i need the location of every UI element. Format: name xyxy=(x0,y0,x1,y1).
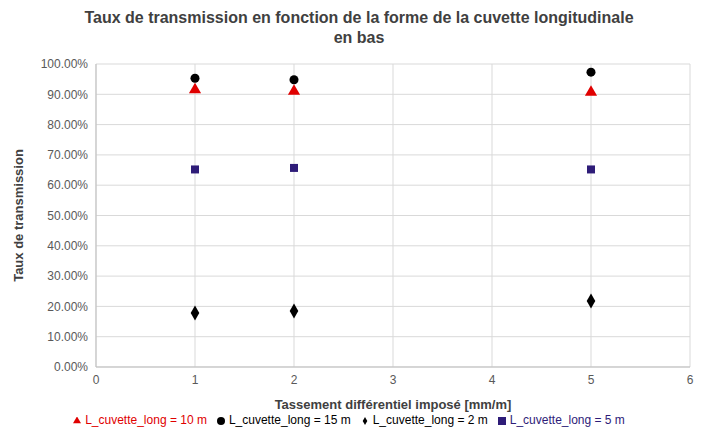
html-text:Taux de transmission en foncti: Taux de transmission en fonction de la f… xyxy=(84,9,634,46)
svg-text:0: 0 xyxy=(93,373,100,387)
svg-text:30.00%: 30.00% xyxy=(47,269,88,283)
svg-text:50.00%: 50.00% xyxy=(47,209,88,223)
svg-text:40.00%: 40.00% xyxy=(47,239,88,253)
svg-text:0.00%: 0.00% xyxy=(54,360,88,374)
svg-text:80.00%: 80.00% xyxy=(47,118,88,132)
svg-text:5: 5 xyxy=(588,373,595,387)
svg-text:60.00%: 60.00% xyxy=(47,178,88,192)
svg-text:4: 4 xyxy=(489,373,496,387)
svg-text:10.00%: 10.00% xyxy=(47,330,88,344)
svg-text:2: 2 xyxy=(291,373,298,387)
html-text:L_cuvette_long = 10 m: L_cuvette_long = 10 m xyxy=(85,413,207,427)
svg-text:1: 1 xyxy=(192,373,199,387)
svg-text:3: 3 xyxy=(390,373,397,387)
svg-text:20.00%: 20.00% xyxy=(47,300,88,314)
html-text:L_cuvette_long = 2 m: L_cuvette_long = 2 m xyxy=(372,413,488,427)
svg-text:90.00%: 90.00% xyxy=(47,88,88,102)
svg-text:Tassement différentiel imposé: Tassement différentiel imposé [mm/m] xyxy=(275,397,512,412)
svg-text:70.00%: 70.00% xyxy=(47,148,88,162)
html-text:L_cuvette_long = 5 m: L_cuvette_long = 5 m xyxy=(509,413,625,427)
html-text:L_cuvette_long = 15 m: L_cuvette_long = 15 m xyxy=(228,413,351,427)
svg-text:6: 6 xyxy=(687,373,694,387)
svg-text:100.00%: 100.00% xyxy=(41,57,89,71)
svg-text:Taux de transmission: Taux de transmission xyxy=(11,149,26,282)
